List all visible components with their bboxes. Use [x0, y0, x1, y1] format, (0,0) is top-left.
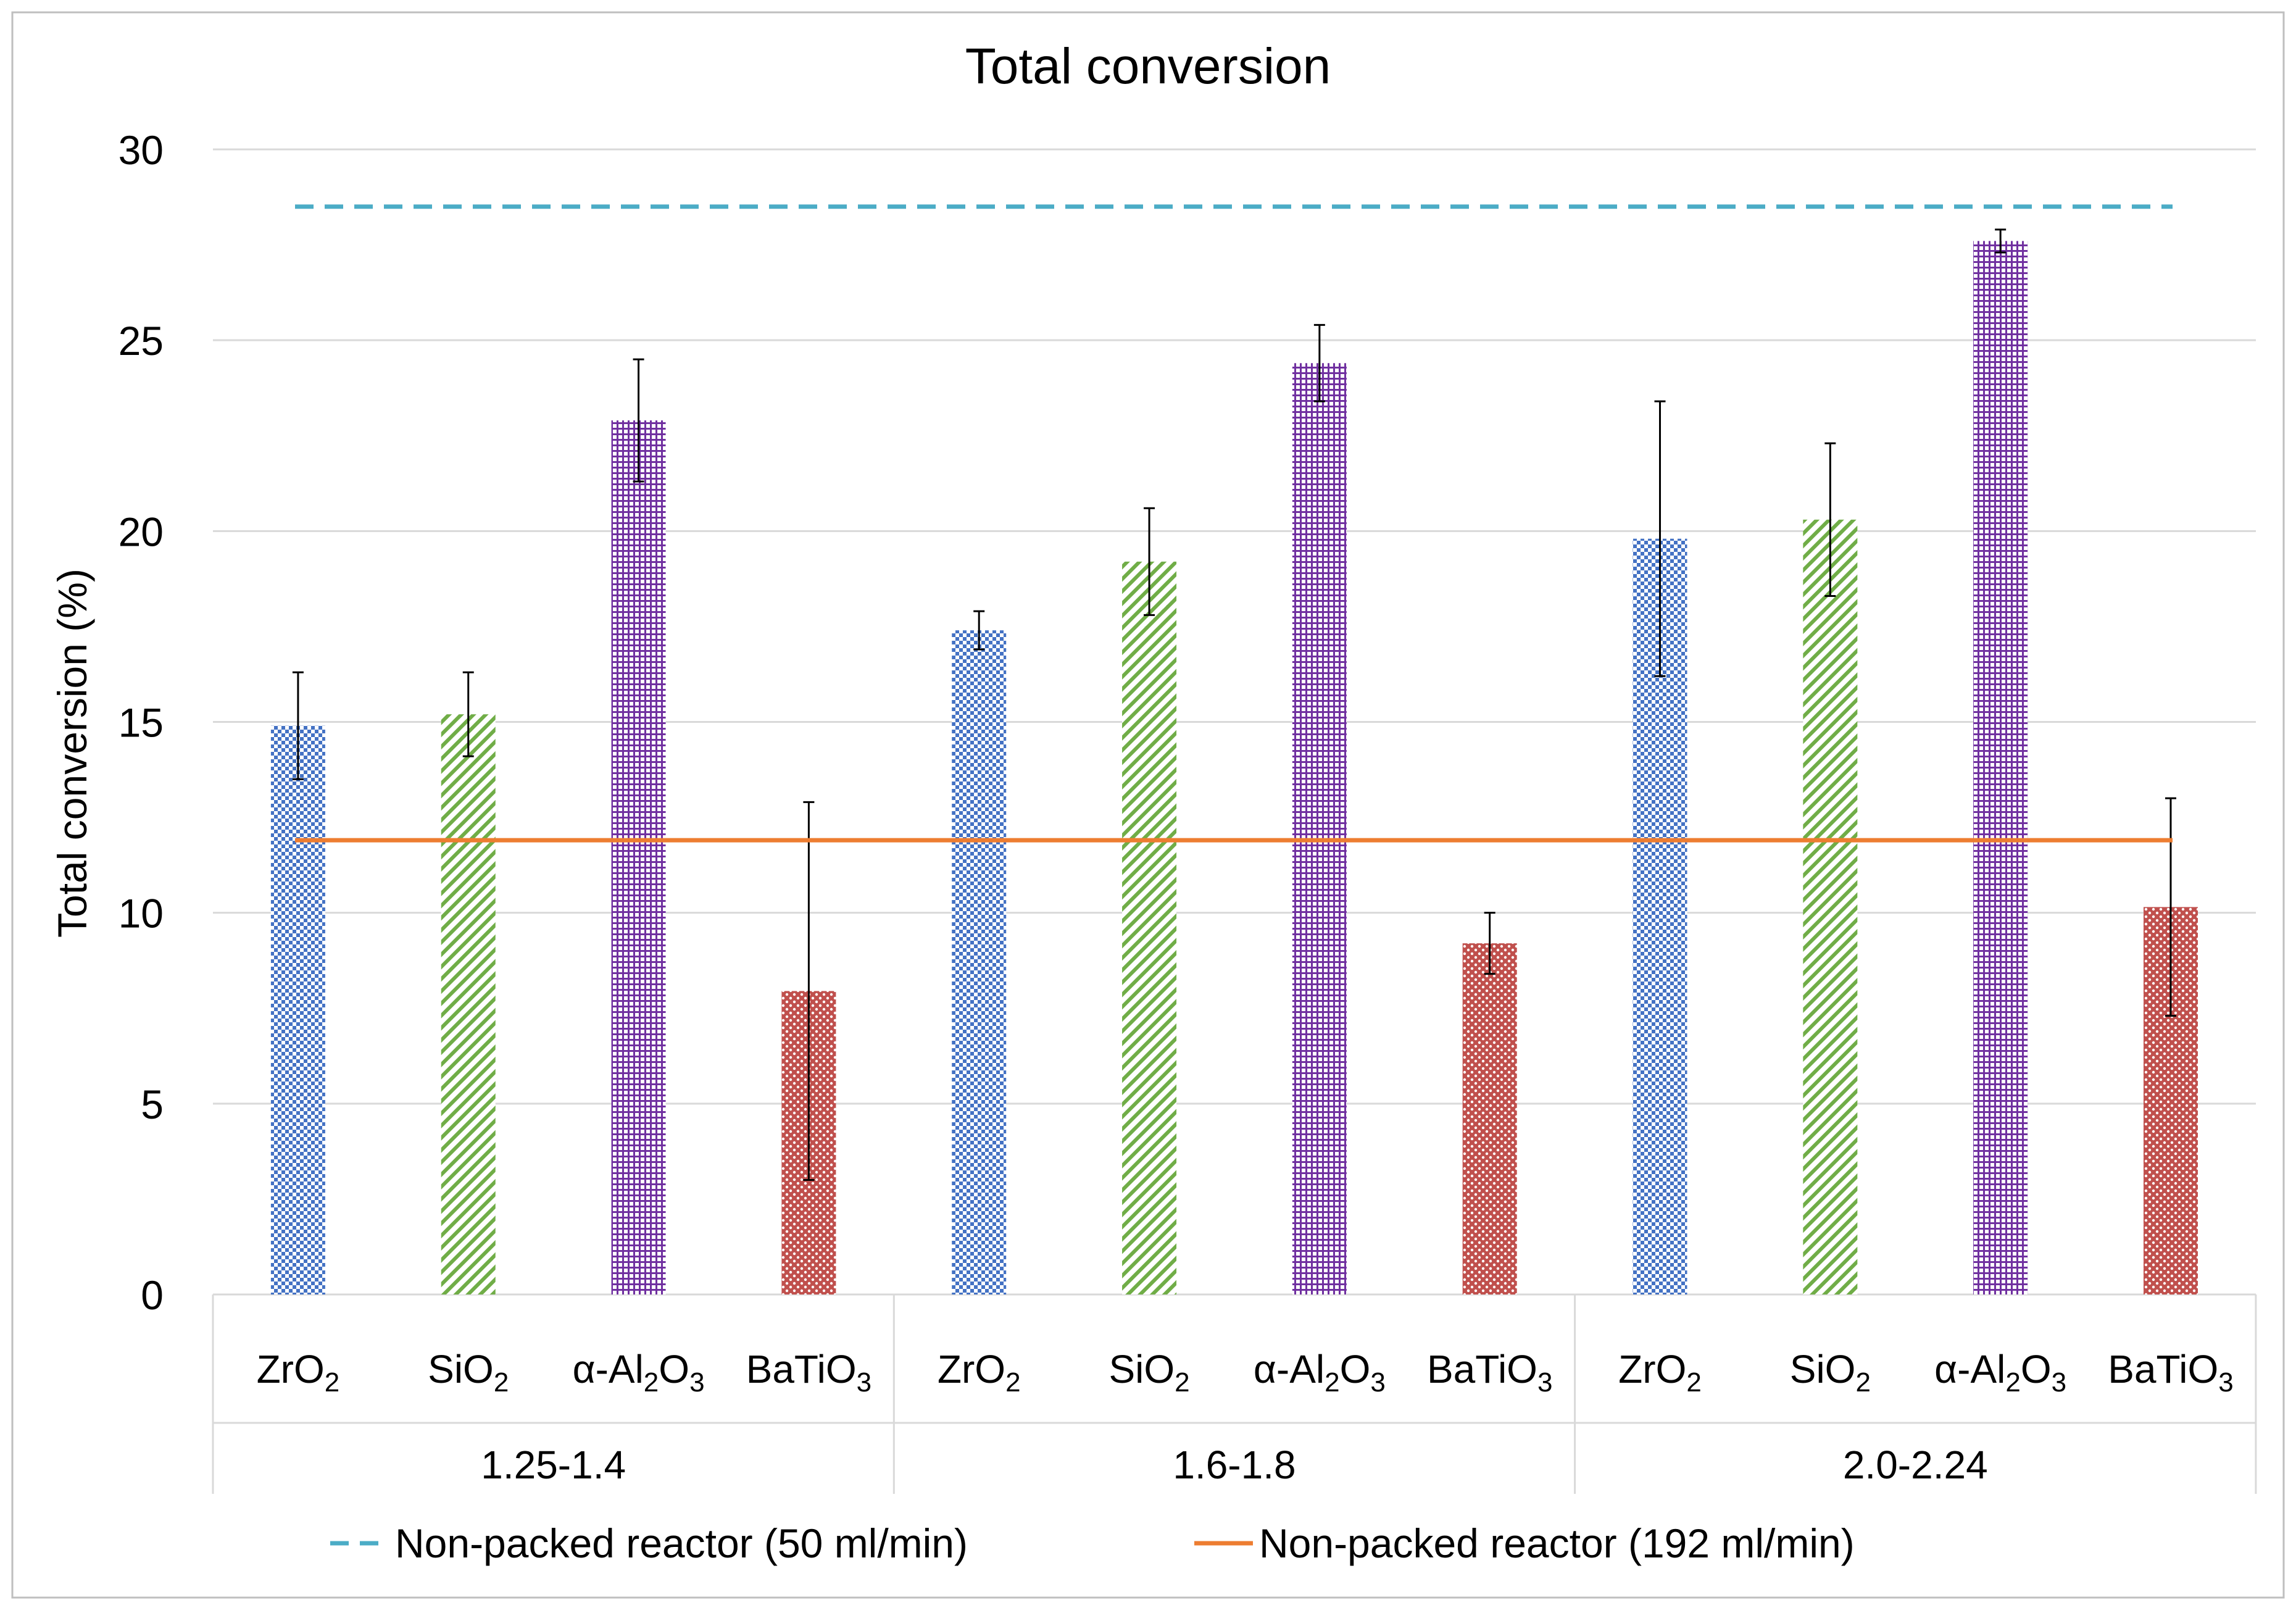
reference-lines — [295, 204, 2173, 843]
bar-grid — [611, 420, 666, 1295]
y-tick-label: 0 — [141, 1272, 164, 1318]
y-tick-label: 20 — [119, 509, 164, 554]
group-label: 1.6-1.8 — [1173, 1443, 1296, 1487]
category-label: SiO2 — [1108, 1347, 1189, 1398]
y-tick-label: 15 — [119, 700, 164, 746]
bar-checker — [952, 630, 1007, 1294]
bar-grid — [1292, 363, 1347, 1295]
group-label: 2.0-2.24 — [1843, 1443, 1988, 1487]
category-label: SiO2 — [1790, 1347, 1871, 1398]
y-tick-label: 25 — [119, 318, 164, 364]
category-label: BaTiO3 — [1427, 1347, 1552, 1398]
y-tick-label: 10 — [119, 891, 164, 936]
bar-checker — [270, 725, 325, 1294]
category-label: ZrO2 — [938, 1347, 1021, 1398]
category-label: ZrO2 — [257, 1347, 340, 1398]
bar-grid — [1973, 241, 2028, 1294]
y-tick-label: 5 — [141, 1082, 164, 1127]
bar-diagonal — [441, 714, 496, 1294]
bar-diagonal — [1122, 561, 1177, 1294]
bar-diagonal — [1803, 519, 1858, 1294]
gridlines — [212, 148, 2257, 1494]
legend-label: Non-packed reactor (192 ml/min) — [1259, 1520, 1855, 1566]
category-label: α-Al2O3 — [1934, 1347, 2066, 1398]
bar-dots — [1462, 943, 1517, 1294]
legend-label: Non-packed reactor (50 ml/min) — [395, 1520, 968, 1566]
category-label: ZrO2 — [1618, 1347, 1702, 1398]
category-label: α-Al2O3 — [1254, 1347, 1386, 1398]
category-label: α-Al2O3 — [573, 1347, 705, 1398]
y-axis-title: Total conversion (%) — [49, 569, 95, 938]
legend: Non-packed reactor (50 ml/min) Non-packed… — [330, 1520, 1855, 1566]
category-label: BaTiO3 — [2108, 1347, 2233, 1398]
y-axis-ticks: 0 5 10 15 20 25 30 — [119, 127, 164, 1318]
category-label: SiO2 — [428, 1347, 509, 1398]
y-tick-label: 30 — [119, 127, 164, 173]
x-axis-categories: 1.25-1.4 ZrO2 SiO2 α-Al2O3 BaTiO3 1.6-1.8 ZrO2… — [257, 1347, 2234, 1487]
group-label: 1.25-1.4 — [481, 1443, 626, 1487]
chart-title: Total conversion — [965, 38, 1331, 94]
category-label: BaTiO3 — [746, 1347, 871, 1398]
error-bars — [292, 228, 2176, 1181]
